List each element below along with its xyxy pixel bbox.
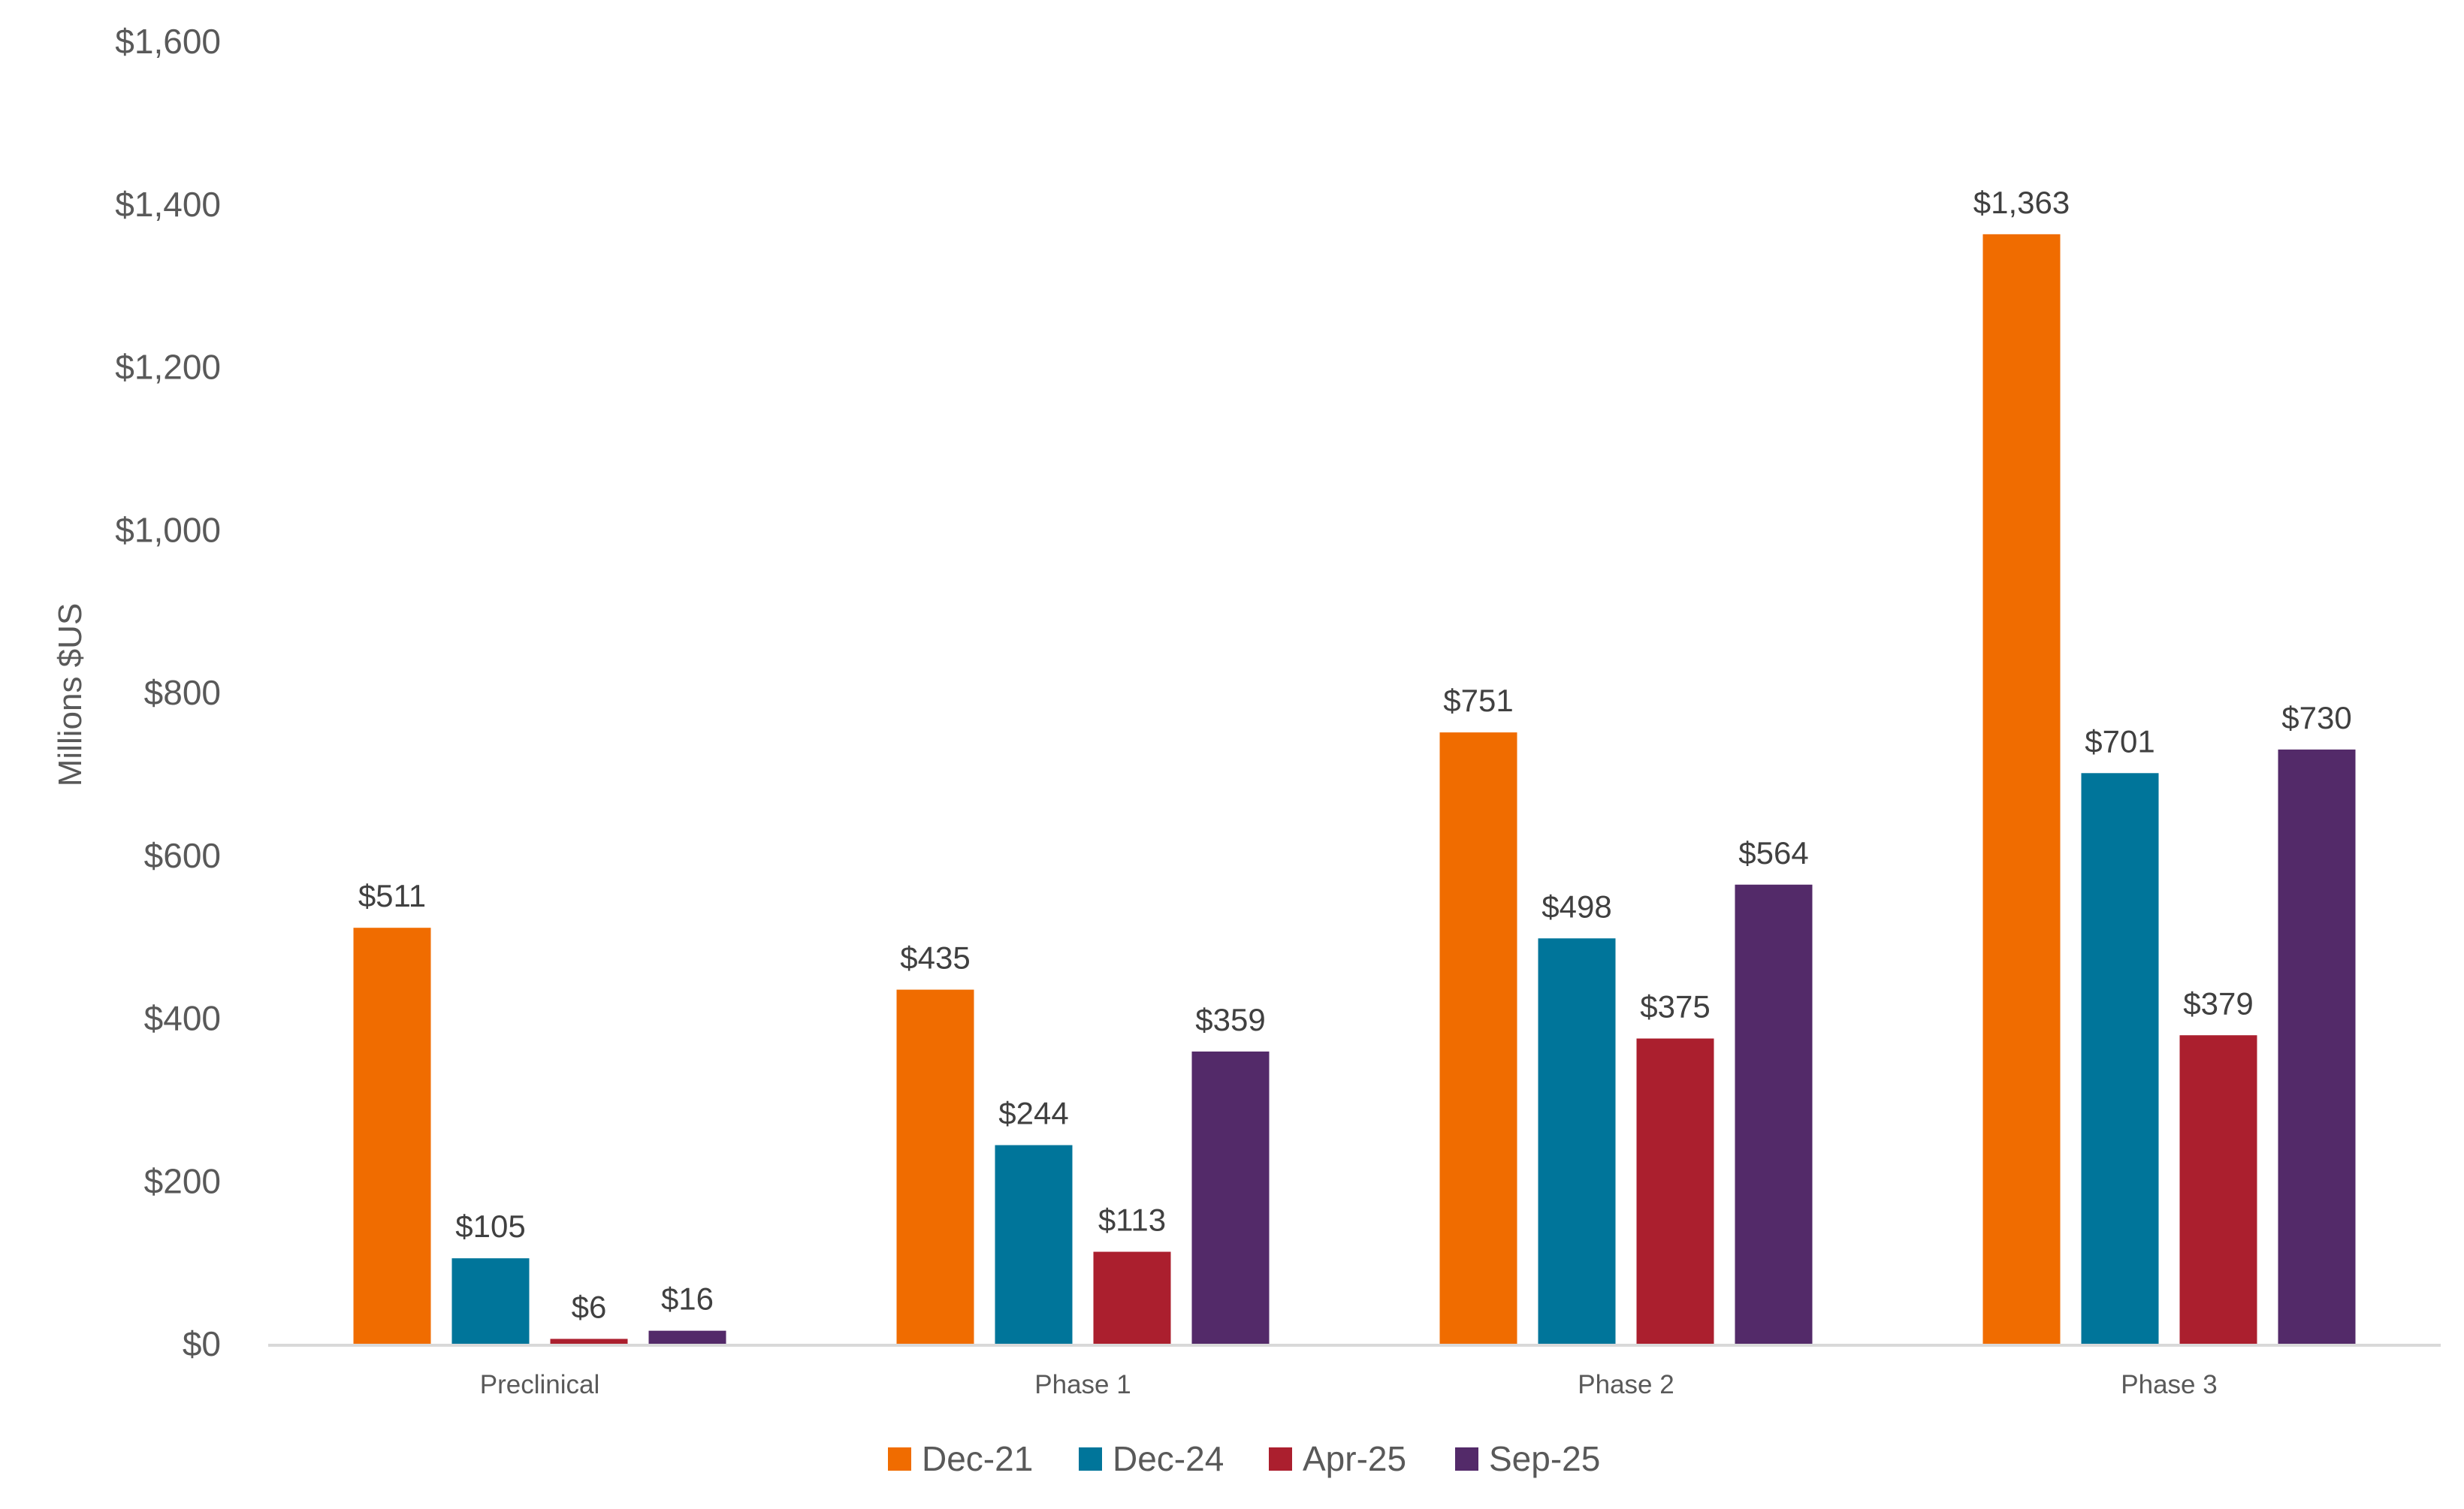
bar-dec-24-preclinical xyxy=(451,1258,530,1344)
y-axis-title: Millions $US xyxy=(52,603,89,787)
bar-sep-25-phase-2 xyxy=(1735,884,1813,1344)
y-tick-label: $1,400 xyxy=(115,185,221,224)
x-category-label: Preclinical xyxy=(480,1370,600,1399)
bar-dec-21-preclinical xyxy=(353,928,431,1344)
x-category-label: Phase 2 xyxy=(1578,1370,1674,1399)
data-label: $730 xyxy=(2281,700,2351,735)
bar-sep-25-preclinical xyxy=(648,1330,726,1344)
data-label: $498 xyxy=(1542,889,1611,924)
data-label: $751 xyxy=(1443,683,1513,718)
y-tick-label: $0 xyxy=(183,1324,221,1363)
legend-label: Dec-24 xyxy=(1113,1439,1224,1478)
bar-dec-21-phase-2 xyxy=(1439,732,1517,1344)
bar-sep-25-phase-3 xyxy=(2278,749,2356,1344)
y-tick-label: $1,600 xyxy=(115,22,221,61)
data-label: $244 xyxy=(998,1096,1068,1131)
legend-item: Sep-25 xyxy=(1455,1439,1600,1478)
legend-swatch xyxy=(1269,1447,1292,1471)
y-tick-label: $1,200 xyxy=(115,348,221,387)
data-label: $6 xyxy=(572,1289,607,1324)
legend-label: Dec-21 xyxy=(922,1439,1033,1478)
data-label: $379 xyxy=(2183,985,2253,1021)
bar-apr-25-phase-2 xyxy=(1636,1038,1714,1344)
y-tick-label: $200 xyxy=(144,1161,221,1200)
x-category-label: Phase 1 xyxy=(1034,1370,1131,1399)
y-tick-label: $600 xyxy=(144,836,221,875)
data-label: $16 xyxy=(661,1281,714,1317)
legend-item: Apr-25 xyxy=(1269,1439,1406,1478)
x-category-label: Phase 3 xyxy=(2121,1370,2217,1399)
legend-label: Sep-25 xyxy=(1489,1439,1600,1478)
bar-dec-24-phase-1 xyxy=(995,1145,1073,1344)
legend-swatch xyxy=(1079,1447,1102,1471)
bar-sep-25-phase-1 xyxy=(1191,1051,1270,1344)
data-label: $1,363 xyxy=(1973,185,2070,220)
data-label: $375 xyxy=(1640,989,1710,1025)
legend-item: Dec-24 xyxy=(1079,1439,1224,1478)
bar-dec-21-phase-1 xyxy=(896,989,974,1344)
data-label: $359 xyxy=(1195,1002,1265,1037)
bar-dec-24-phase-2 xyxy=(1538,938,1616,1344)
legend-swatch xyxy=(888,1447,911,1471)
y-tick-label: $800 xyxy=(144,673,221,712)
bar-apr-25-phase-1 xyxy=(1093,1251,1171,1344)
legend-item: Dec-21 xyxy=(888,1439,1033,1478)
bar-apr-25-phase-3 xyxy=(2179,1035,2257,1344)
bar-dec-24-phase-3 xyxy=(2081,773,2159,1344)
data-label: $701 xyxy=(2085,723,2154,759)
data-label: $105 xyxy=(455,1209,525,1244)
legend-label: Apr-25 xyxy=(1303,1439,1406,1478)
legend-swatch xyxy=(1455,1447,1478,1471)
bar-apr-25-preclinical xyxy=(550,1338,628,1344)
data-label: $564 xyxy=(1738,835,1808,871)
data-label: $511 xyxy=(358,878,426,913)
data-label: $435 xyxy=(900,940,970,976)
data-label: $113 xyxy=(1098,1203,1166,1238)
y-tick-label: $1,000 xyxy=(115,510,221,549)
y-tick-label: $400 xyxy=(144,999,221,1038)
bar-dec-21-phase-3 xyxy=(1982,234,2061,1344)
